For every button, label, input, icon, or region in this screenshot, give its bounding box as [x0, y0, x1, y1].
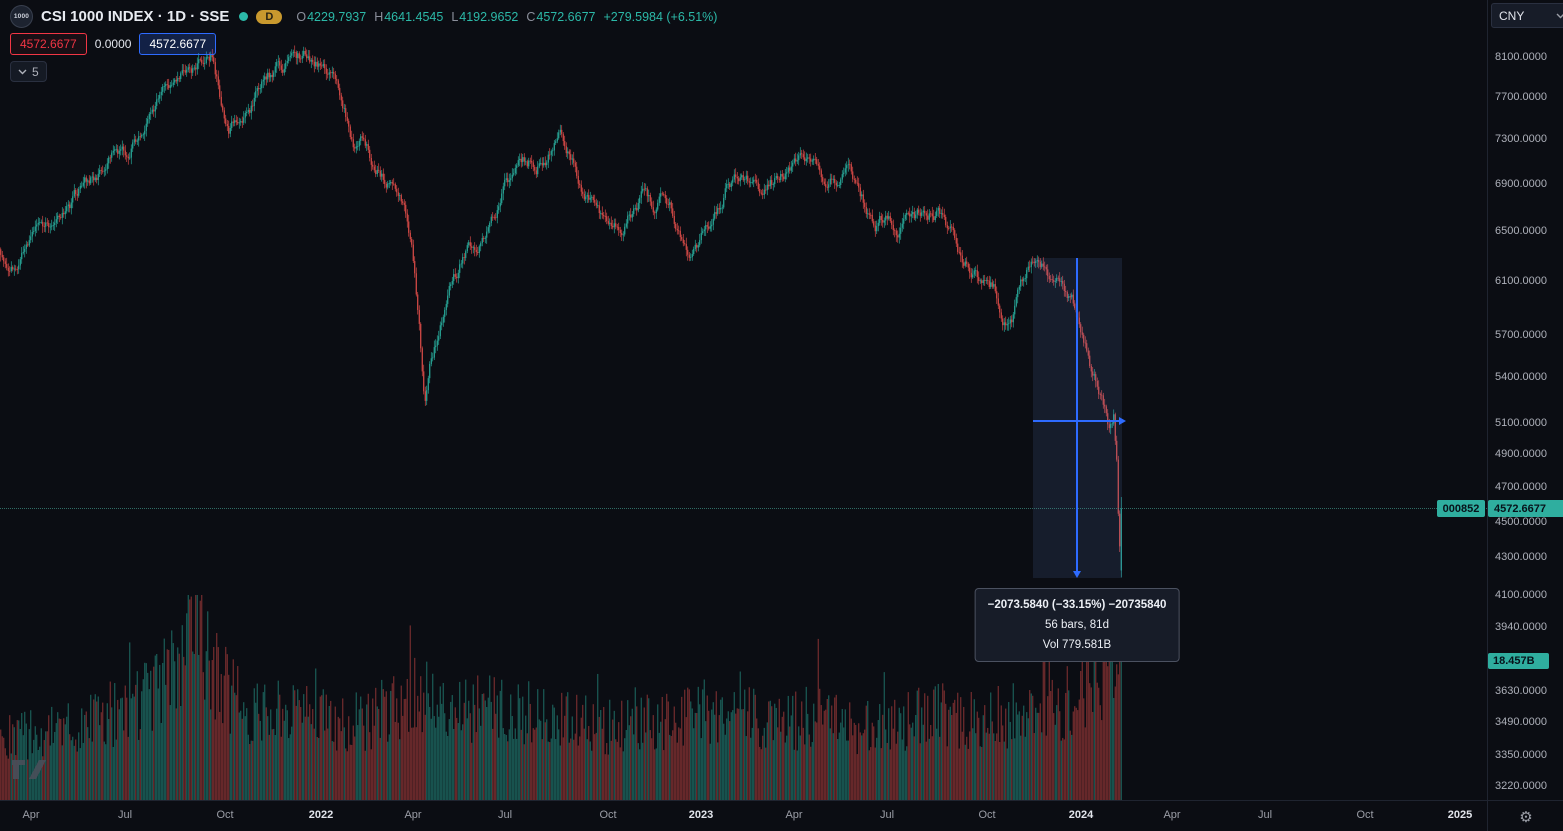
- sell-price-button[interactable]: 4572.6677: [10, 33, 87, 55]
- high-label: H: [374, 9, 384, 24]
- close-label: C: [526, 9, 536, 24]
- low-label: L: [451, 9, 459, 24]
- indicators-collapsed-button[interactable]: 5: [10, 61, 47, 82]
- time-tick-label: Jul: [117, 809, 133, 821]
- price-tick-label: 4700.0000: [1495, 481, 1547, 494]
- close-value: 4572.6677: [536, 9, 596, 24]
- symbol-header: 1000 CSI 1000 INDEX · 1D · SSE D O4229.7…: [10, 5, 717, 28]
- price-tick-label: 6900.0000: [1495, 177, 1547, 190]
- current-price-axis-label: 4572.6677: [1488, 500, 1563, 518]
- tradingview-logo[interactable]: [10, 755, 50, 788]
- price-tick-label: 4100.0000: [1495, 589, 1547, 602]
- settings-gear-icon[interactable]: ⚙: [1519, 808, 1533, 826]
- measure-down-arrow-icon: [1073, 571, 1081, 578]
- time-tick-label: Jul: [879, 809, 895, 821]
- time-tick-label: Apr: [785, 809, 803, 821]
- price-tick-label: 5100.0000: [1495, 416, 1547, 429]
- time-tick-label: Oct: [216, 809, 234, 821]
- price-tick-label: 4300.0000: [1495, 551, 1547, 564]
- interval-badge[interactable]: D: [256, 9, 283, 24]
- time-tick-label: 2023: [688, 809, 714, 821]
- symbol-logo-icon[interactable]: 1000: [10, 5, 33, 28]
- price-tick-label: 7300.0000: [1495, 133, 1547, 146]
- time-tick-label: Oct: [1356, 809, 1374, 821]
- axis-corner: ⚙: [1487, 800, 1563, 831]
- indicators-count: 5: [32, 64, 39, 79]
- market-status-dot-icon: [239, 12, 249, 21]
- time-tick-label: Jul: [497, 809, 513, 821]
- time-axis[interactable]: Apr Jul Oct 2022 Apr Jul Oct 2023 Apr Jul Oct 2024 A…: [0, 800, 1487, 831]
- price-tick-label: 5700.0000: [1495, 328, 1547, 341]
- change-value: +279.5984 (+6.51%): [603, 9, 718, 24]
- measure-volume: Vol 779.581B: [1042, 639, 1112, 651]
- price-tick-label: 8100.0000: [1495, 51, 1547, 63]
- measure-horizontal-line: [1033, 420, 1119, 422]
- open-value: 4229.7937: [307, 9, 367, 24]
- open-label: O: [296, 9, 307, 24]
- time-tick-label: 2022: [308, 809, 334, 821]
- chevron-down-icon: [1556, 13, 1563, 18]
- time-tick-label: Apr: [404, 809, 422, 821]
- price-tick-label: 4500.0000: [1495, 515, 1547, 528]
- symbol-title[interactable]: CSI 1000 INDEX · 1D · SSE: [41, 8, 230, 25]
- time-tick-label: 2024: [1068, 809, 1094, 821]
- current-price-line: [0, 508, 1487, 510]
- measure-vertical-line: [1076, 258, 1078, 572]
- spread-value: 0.0000: [94, 37, 132, 51]
- time-tick-label: Oct: [978, 809, 996, 821]
- measure-price-change: −2073.5840 (−33.15%) −20735840: [987, 599, 1167, 611]
- high-value: 4641.4545: [384, 9, 444, 24]
- measure-tooltip: −2073.5840 (−33.15%) −20735840 56 bars, …: [974, 588, 1180, 662]
- price-tick-label: 5400.0000: [1495, 371, 1547, 384]
- time-tick-label: Jul: [1257, 809, 1273, 821]
- measure-bars-days: 56 bars, 81d: [1045, 619, 1109, 631]
- time-tick-label: Apr: [22, 809, 40, 821]
- trade-panel: 4572.6677 0.0000 4572.6677: [10, 33, 217, 55]
- low-value: 4192.9652: [459, 9, 519, 24]
- currency-label: CNY: [1499, 8, 1525, 23]
- time-tick-label: Oct: [599, 809, 617, 821]
- time-tick-label: Apr: [1163, 809, 1181, 821]
- price-tick-label: 3490.0000: [1495, 716, 1547, 729]
- buy-price-button[interactable]: 4572.6677: [139, 33, 217, 55]
- price-tick-label: 4900.0000: [1495, 448, 1547, 461]
- price-tick-label: 6100.0000: [1495, 275, 1547, 288]
- time-tick-label: 2025: [1447, 809, 1473, 821]
- price-tick-label: 3630.0000: [1495, 685, 1547, 698]
- price-tick-label: 3350.0000: [1495, 748, 1547, 761]
- ohlc-values: O4229.7937 H4641.4545 L4192.9652 C4572.6…: [296, 10, 717, 24]
- price-tick-label: 3940.0000: [1495, 620, 1547, 633]
- symbol-code-badge: 000852: [1437, 500, 1485, 518]
- price-tick-label: 6500.0000: [1495, 224, 1547, 237]
- currency-dropdown[interactable]: CNY: [1491, 3, 1563, 28]
- price-tick-label: 3220.0000: [1495, 780, 1547, 792]
- candlestick-chart-canvas[interactable]: [0, 0, 1487, 800]
- measure-right-arrow-icon: [1119, 417, 1126, 425]
- current-volume-axis-label: 18.457B: [1488, 653, 1549, 669]
- price-tick-label: 7700.0000: [1495, 91, 1547, 104]
- chevron-down-icon: [18, 69, 27, 74]
- price-axis[interactable]: 8100.0000 7700.0000 7300.0000 6900.0000 6500…: [1487, 0, 1563, 800]
